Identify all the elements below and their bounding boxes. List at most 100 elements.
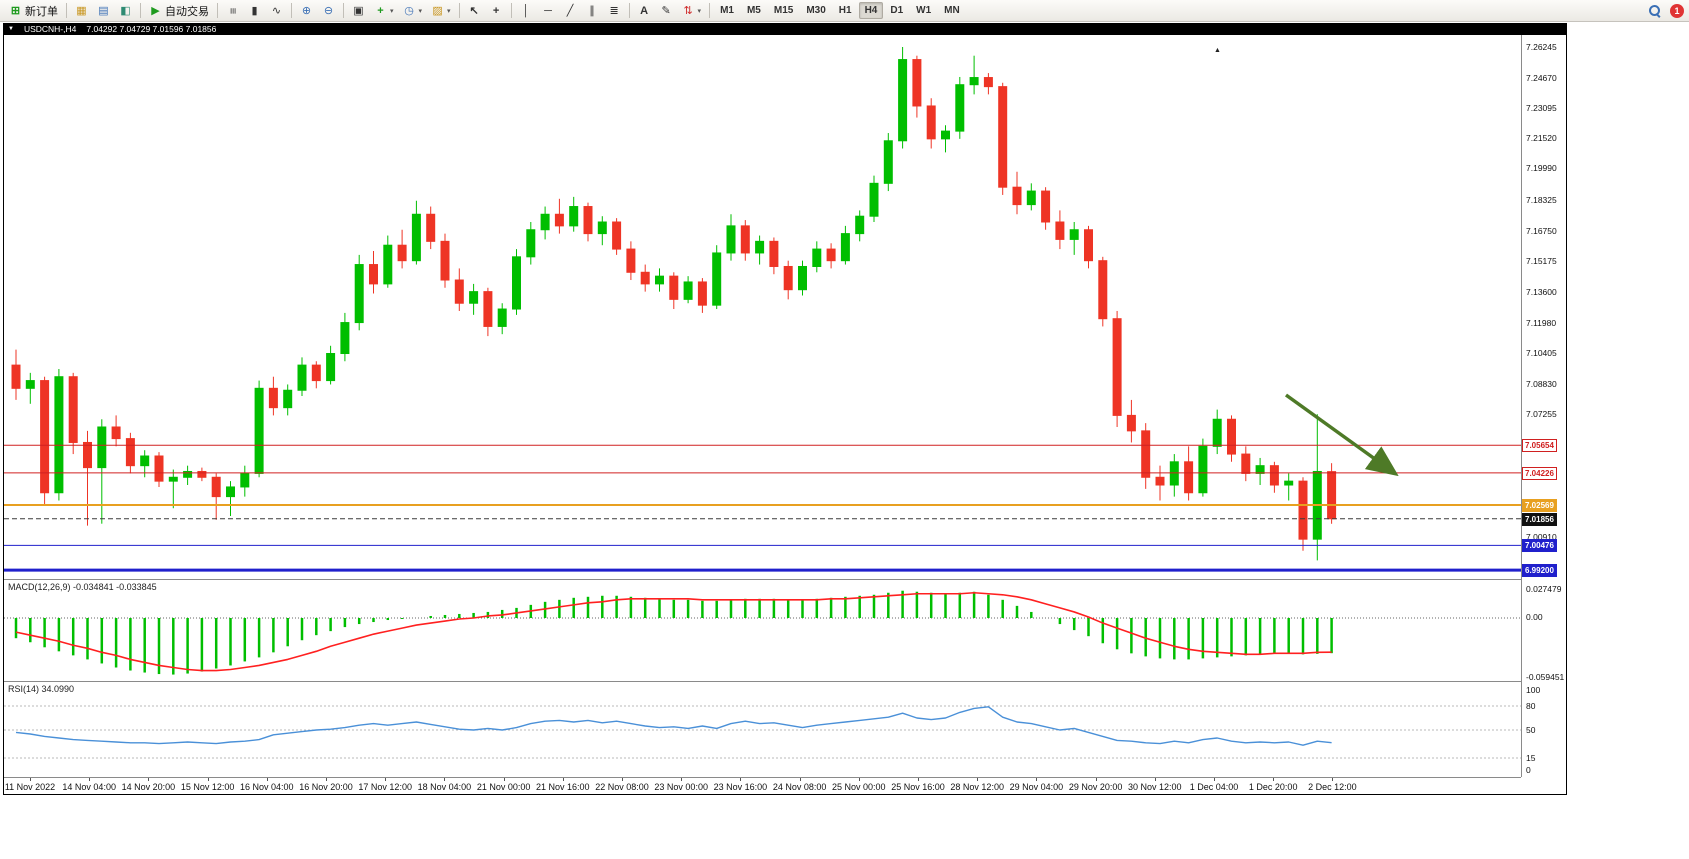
toolbar-separator <box>709 3 711 18</box>
timeframe-mn-button[interactable]: MN <box>944 5 960 16</box>
cursor-button[interactable]: ↖ <box>464 2 485 20</box>
level-lines-layer <box>4 444 1521 572</box>
rsi-panel[interactable]: RSI(14) 34.0990 <box>4 682 1521 777</box>
candle-down <box>11 364 21 389</box>
time-axis-tick <box>1154 778 1156 781</box>
candle-down <box>640 271 650 285</box>
macd-panel[interactable]: MACD(12,26,9) -0.034841 -0.033845 <box>4 579 1521 682</box>
time-axis-tick <box>89 778 91 781</box>
price-tick-label: 7.07255 <box>1526 409 1557 420</box>
candle-up <box>326 353 336 382</box>
candlestick-chart-button[interactable]: ▮ <box>244 2 265 20</box>
template-button[interactable]: ▨ ▾ <box>427 2 455 20</box>
candle-down <box>1327 471 1337 520</box>
search-button[interactable] <box>1644 2 1665 20</box>
zoom-out-button[interactable]: ⊖ <box>318 2 339 20</box>
candle-up <box>812 248 822 267</box>
candle-up <box>941 130 950 140</box>
candle-up <box>240 472 250 488</box>
support-line-gold-price-tag: 7.02569 <box>1522 498 1557 512</box>
timeframe-w1-button[interactable]: W1 <box>916 5 932 16</box>
candle-up <box>1198 445 1208 494</box>
periods-button[interactable]: ◷ ▾ <box>399 2 427 20</box>
trendline-button[interactable]: ╱ <box>560 2 581 20</box>
time-axis-tick <box>681 778 683 781</box>
candle-up <box>1169 461 1179 486</box>
candle-up <box>354 264 364 324</box>
timeframe-m5-button[interactable]: M5 <box>746 5 761 16</box>
candle-up <box>597 221 607 235</box>
time-axis-tick <box>326 778 327 781</box>
fibonacci-button[interactable]: ≣ <box>604 2 625 20</box>
zoom-in-button[interactable]: ⊕ <box>296 2 317 20</box>
line-chart-button[interactable]: ∿ <box>266 2 287 20</box>
timeframe-h1-button[interactable]: H1 <box>838 5 852 16</box>
rsi-line <box>15 706 1332 746</box>
notification-badge[interactable]: 1 <box>1670 3 1684 18</box>
candlestick-chart-icon: ▮ <box>251 4 258 17</box>
time-axis-label: 14 Nov 04:00 <box>62 782 116 792</box>
arrows-tool-button[interactable]: ⇅ ▾ <box>678 2 706 20</box>
price-tick-label: 7.10405 <box>1526 348 1557 359</box>
trend-arrow-annotation[interactable] <box>1284 393 1399 477</box>
timeframe-m1-button[interactable]: M1 <box>720 5 734 16</box>
text-label-button[interactable]: ✎ <box>656 2 677 20</box>
candle-down <box>826 248 836 262</box>
tile-windows-icon: ▣ <box>353 4 364 17</box>
candle-down <box>454 279 464 304</box>
timeframe-d1-button[interactable]: D1 <box>890 5 904 16</box>
time-axis-label: 18 Nov 04:00 <box>417 782 472 792</box>
crosshair-button[interactable]: + <box>486 2 507 20</box>
time-axis-tick <box>30 778 31 781</box>
rsi-chart <box>4 705 1521 759</box>
candle-up <box>297 364 307 391</box>
candle-down <box>1155 476 1165 486</box>
chart-shift-marker-icon[interactable]: ▲ <box>1214 47 1221 54</box>
price-tick-label: 7.13600 <box>1526 286 1557 297</box>
macd-histogram <box>14 590 1333 675</box>
time-axis-label: 29 Nov 04:00 <box>1009 782 1064 792</box>
chart-titlebar: ▼ USDCNH-,H4 7.04292 7.04729 7.01596 7.0… <box>4 24 1566 35</box>
candle-up <box>869 182 879 217</box>
tile-windows-button[interactable]: ▣ <box>348 2 369 20</box>
timeframe-m30-button[interactable]: M30 <box>806 5 826 16</box>
bar-chart-button[interactable]: ≡ <box>222 2 243 20</box>
new-order-button[interactable]: ⊞ 新订单 <box>5 2 62 20</box>
channel-button[interactable]: ∥ <box>582 2 603 20</box>
rsi-label: RSI(14) 34.0990 <box>8 684 75 694</box>
timeframe-h4-button[interactable]: H4 <box>858 2 884 19</box>
autotrading-button[interactable]: ▶ 自动交易 <box>145 2 213 20</box>
vertical-line-button[interactable]: │ <box>516 2 537 20</box>
horizontal-line-button[interactable]: ─ <box>538 2 559 20</box>
candle-up <box>254 387 264 474</box>
data-window-button[interactable]: ▤ <box>93 2 114 20</box>
crosshair-icon: + <box>492 4 500 17</box>
timeframe-m15-button[interactable]: M15 <box>773 5 794 16</box>
time-axis-label: 16 Nov 04:00 <box>240 782 294 792</box>
time-axis-label: 21 Nov 00:00 <box>476 782 531 792</box>
toolbar-separator <box>343 3 344 18</box>
candle-up <box>955 84 965 132</box>
price-chart-area[interactable]: ▲ <box>4 35 1521 579</box>
terminal-button[interactable]: ◧ <box>115 2 136 20</box>
new-order-icon: ⊞ <box>10 4 21 17</box>
candle-up <box>1069 229 1079 240</box>
market-watch-button[interactable]: ▦ <box>71 2 92 20</box>
chart-menu-icon[interactable]: ▼ <box>8 26 14 32</box>
price-tick-label: 7.21520 <box>1526 133 1557 144</box>
time-axis[interactable]: 11 Nov 2022 14 Nov 04:00 14 Nov 20:00 15 No… <box>4 777 1521 795</box>
time-axis-tick <box>266 778 268 781</box>
support-line-blue-lower-price-tag: 6.99200 <box>1522 564 1557 578</box>
indicators-button[interactable]: + ▾ <box>370 2 398 20</box>
fibonacci-icon: ≣ <box>609 4 619 17</box>
candle-down <box>440 240 450 281</box>
candle-down <box>197 470 207 478</box>
price-scale[interactable]: 7.26245 7.24670 7.23095 7.21520 7.19990 7.183… <box>1522 24 1567 796</box>
macd-scale-label: 0.00 <box>1526 612 1543 622</box>
candle-down <box>111 426 121 440</box>
candle-down <box>426 213 436 242</box>
candle-up <box>54 376 64 494</box>
text-button[interactable]: A <box>634 2 655 20</box>
candle-down <box>1141 430 1151 478</box>
